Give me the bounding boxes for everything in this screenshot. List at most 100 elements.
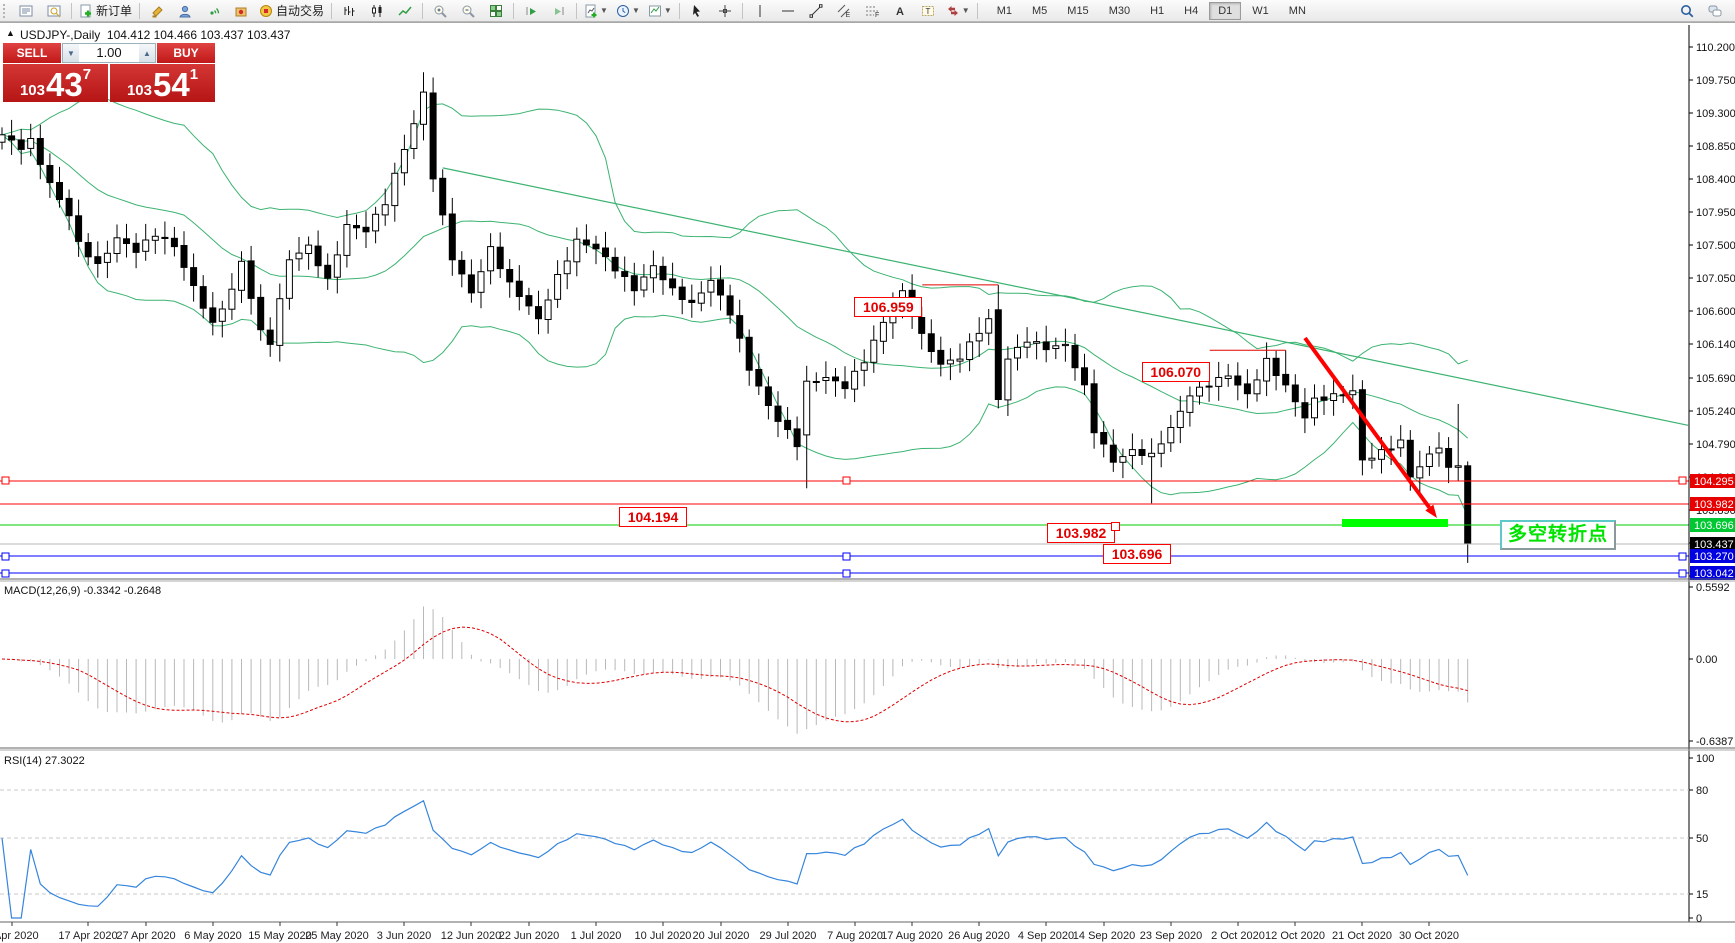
svg-text:105.240: 105.240 xyxy=(1696,406,1735,418)
bars-icon xyxy=(344,5,355,16)
svg-text:107.500: 107.500 xyxy=(1696,240,1735,252)
line-chart-button[interactable] xyxy=(392,1,418,21)
timeframe-d1-button[interactable]: D1 xyxy=(1209,1,1242,20)
timeframe-w1-button[interactable]: W1 xyxy=(1252,4,1269,17)
cursor-button[interactable] xyxy=(684,1,710,21)
svg-text:108.400: 108.400 xyxy=(1696,174,1735,186)
arrows-button[interactable]: ▼ xyxy=(943,1,973,21)
volume-increase-button[interactable]: ▲ xyxy=(139,44,155,62)
new-chart-button[interactable]: ▼ xyxy=(581,1,611,21)
svg-text:109.300: 109.300 xyxy=(1696,108,1735,120)
bar-chart-button[interactable] xyxy=(336,1,362,21)
auto-scroll-button[interactable] xyxy=(518,1,544,21)
svg-text:103.437: 103.437 xyxy=(1694,539,1734,551)
descending-trendline[interactable] xyxy=(442,167,1689,426)
chart-shift-button[interactable] xyxy=(546,1,572,21)
text-button[interactable]: A xyxy=(887,1,913,21)
periods-button[interactable]: ▼ xyxy=(613,1,643,21)
buy-button[interactable]: BUY xyxy=(157,43,215,63)
timeframe-m30-button[interactable]: M30 xyxy=(1108,4,1131,17)
dw-icon xyxy=(47,5,61,17)
equidistant-channel-button[interactable]: E xyxy=(831,1,857,21)
chart-window[interactable]: 110.200 109.750 109.300 108.850 108.400 107.9… xyxy=(0,22,1735,943)
price-callout-label-103982[interactable]: 103.982 xyxy=(1047,522,1115,543)
svg-text:27 Apr 2020: 27 Apr 2020 xyxy=(116,930,175,942)
cursor-icon xyxy=(692,4,700,17)
volume-decrease-button[interactable]: ▼ xyxy=(63,44,79,62)
pivot-annotation[interactable]: 多空转折点 xyxy=(1500,520,1616,550)
search-button[interactable] xyxy=(1674,1,1700,21)
crosshair-button[interactable] xyxy=(712,1,738,21)
timeframe-m1-button[interactable]: M1 xyxy=(996,4,1012,17)
sell-price-button[interactable]: 103 43 7 xyxy=(3,64,108,102)
toolbar: 新订单 自动交易 ▼ ▼ ▼ E F A T ▼ M1 M5 M15 M30 H1 H4 D1 W1 MN xyxy=(0,0,1735,22)
toolbar-separator xyxy=(331,2,333,19)
timeframe-m15-button[interactable]: M15 xyxy=(1067,4,1089,17)
buy-price-pips: 54 xyxy=(152,66,190,103)
timeframe-bar: M1 M5 M15 M30 H1 H4 D1 W1 MN xyxy=(987,1,1316,20)
vertical-line-button[interactable] xyxy=(747,1,773,21)
zoom-in-button[interactable] xyxy=(427,1,453,21)
community-chat-button[interactable] xyxy=(1702,1,1728,21)
candle-chart-button[interactable] xyxy=(364,1,390,21)
styler-button[interactable] xyxy=(144,1,170,21)
autotrading-button[interactable]: 自动交易 xyxy=(256,1,327,21)
template-icon xyxy=(648,5,661,16)
svg-text:7 Aug 2020: 7 Aug 2020 xyxy=(827,930,883,942)
text-label-button[interactable]: T xyxy=(915,1,941,21)
svg-text:80: 80 xyxy=(1696,785,1708,797)
horizontal-line-button[interactable] xyxy=(775,1,801,21)
zoom-out-button[interactable] xyxy=(455,1,481,21)
volume-input[interactable]: 1.00 xyxy=(96,45,122,60)
channel-icon: E xyxy=(837,4,850,18)
toolbar-grip xyxy=(3,3,9,18)
svg-text:2 Oct 2020: 2 Oct 2020 xyxy=(1211,930,1265,942)
price-chart-canvas[interactable]: 110.200 109.750 109.300 108.850 108.400 107.9… xyxy=(0,23,1735,943)
macd-pane: 0.5592 0.00 -0.6387 xyxy=(1,582,1733,748)
market-watch-button[interactable] xyxy=(13,1,39,21)
signals-button[interactable] xyxy=(200,1,226,21)
bearish-arrow-trendline[interactable] xyxy=(1303,336,1437,518)
svg-text:-0.6387: -0.6387 xyxy=(1696,736,1733,748)
timeframe-h4-button[interactable]: H4 xyxy=(1184,4,1199,17)
svg-text:F: F xyxy=(875,12,879,18)
toolbar-separator xyxy=(576,2,578,19)
templates-button[interactable]: ▼ xyxy=(645,1,675,21)
svg-text:104.790: 104.790 xyxy=(1696,439,1735,451)
svg-text:17 Apr 2020: 17 Apr 2020 xyxy=(58,930,117,942)
chart-title: USDJPY-,Daily 104.412 104.466 103.437 10… xyxy=(20,28,290,42)
price-callout-label-103696[interactable]: 103.696 xyxy=(1103,543,1171,564)
timeframe-h1-button[interactable]: H1 xyxy=(1150,4,1165,17)
svg-text:0: 0 xyxy=(1696,913,1702,925)
trendline-button[interactable] xyxy=(803,1,829,21)
support-highlight-bar[interactable] xyxy=(1342,519,1448,527)
tile-windows-button[interactable] xyxy=(483,1,509,21)
price-callout-label-106959[interactable]: 106.959 xyxy=(854,296,923,317)
toolbar-separator xyxy=(741,2,743,19)
fibonacci-button[interactable]: F xyxy=(859,1,885,21)
svg-text:20 Jul 2020: 20 Jul 2020 xyxy=(693,930,750,942)
callout-handle[interactable] xyxy=(1111,521,1120,531)
timeframe-mn-button[interactable]: MN xyxy=(1288,4,1306,17)
community-button[interactable] xyxy=(172,1,198,21)
price-axis[interactable]: 110.200 109.750 109.300 108.850 108.400 107.9… xyxy=(1688,25,1735,922)
svg-text:109.750: 109.750 xyxy=(1696,75,1735,87)
svg-text:103.696: 103.696 xyxy=(1694,520,1734,532)
sell-price-point: 7 xyxy=(82,66,92,83)
buy-price-button[interactable]: 103 54 1 xyxy=(110,64,215,102)
timeframe-m5-button[interactable]: M5 xyxy=(1032,4,1048,17)
new-order-button[interactable]: 新订单 xyxy=(76,1,135,21)
price-callout-label-106070[interactable]: 106.070 xyxy=(1141,362,1210,383)
market-button[interactable] xyxy=(228,1,254,21)
oneclick-collapse-icon[interactable]: ▲ xyxy=(6,28,15,38)
new-order-label: 新订单 xyxy=(96,4,133,18)
object-selection-handles[interactable] xyxy=(1,476,1687,578)
dropdown-caret-icon: ▼ xyxy=(600,6,608,15)
dropdown-caret-icon: ▼ xyxy=(663,6,672,15)
data-window-button[interactable] xyxy=(41,1,67,21)
sell-button[interactable]: SELL xyxy=(3,43,61,63)
volume-stepper: ▼ 1.00 ▲ xyxy=(62,43,156,63)
price-callout-label-104194[interactable]: 104.194 xyxy=(619,507,687,528)
svg-text:108.850: 108.850 xyxy=(1696,141,1735,153)
